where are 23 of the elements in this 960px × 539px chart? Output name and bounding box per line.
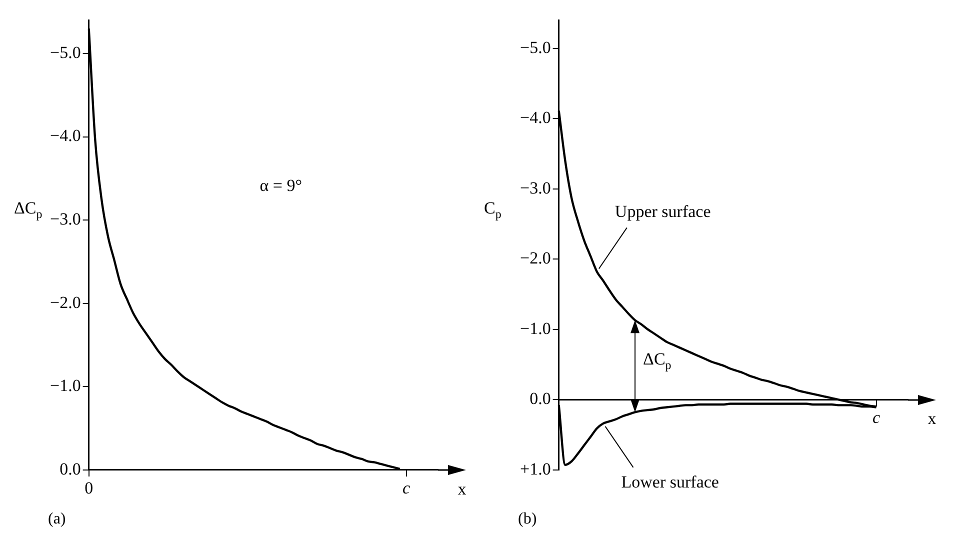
x-tick-label: 0 bbox=[84, 478, 94, 498]
y-tick-label: −5.0 bbox=[520, 38, 551, 57]
annotation: Upper surface bbox=[614, 202, 711, 221]
annotation: α = 9° bbox=[260, 176, 302, 196]
y-tick-label: −1.0 bbox=[50, 376, 81, 396]
x-axis-title: x bbox=[458, 479, 467, 498]
text: (a) bbox=[48, 510, 66, 528]
text: (b) bbox=[518, 510, 537, 528]
x-tick-label: c bbox=[872, 408, 880, 428]
y-tick-label: −2.0 bbox=[520, 248, 551, 268]
text: Lower surface bbox=[621, 472, 719, 492]
y-tick-label: 0.0 bbox=[60, 459, 81, 478]
y-tick-label: −5.0 bbox=[50, 42, 81, 62]
x-tick-label: c bbox=[402, 478, 410, 498]
y-tick-label: −4.0 bbox=[520, 108, 551, 128]
y-tick-label: 0.0 bbox=[530, 389, 551, 408]
y-tick-label: +1.0 bbox=[520, 459, 551, 478]
y-tick-label: −2.0 bbox=[50, 292, 81, 312]
y-tick-label: −3.0 bbox=[50, 209, 81, 228]
y-tick-label: −3.0 bbox=[520, 178, 551, 198]
y-tick-label: −4.0 bbox=[50, 126, 81, 146]
y-tick-label: −1.0 bbox=[520, 318, 551, 338]
x-axis-title: x bbox=[928, 409, 937, 428]
